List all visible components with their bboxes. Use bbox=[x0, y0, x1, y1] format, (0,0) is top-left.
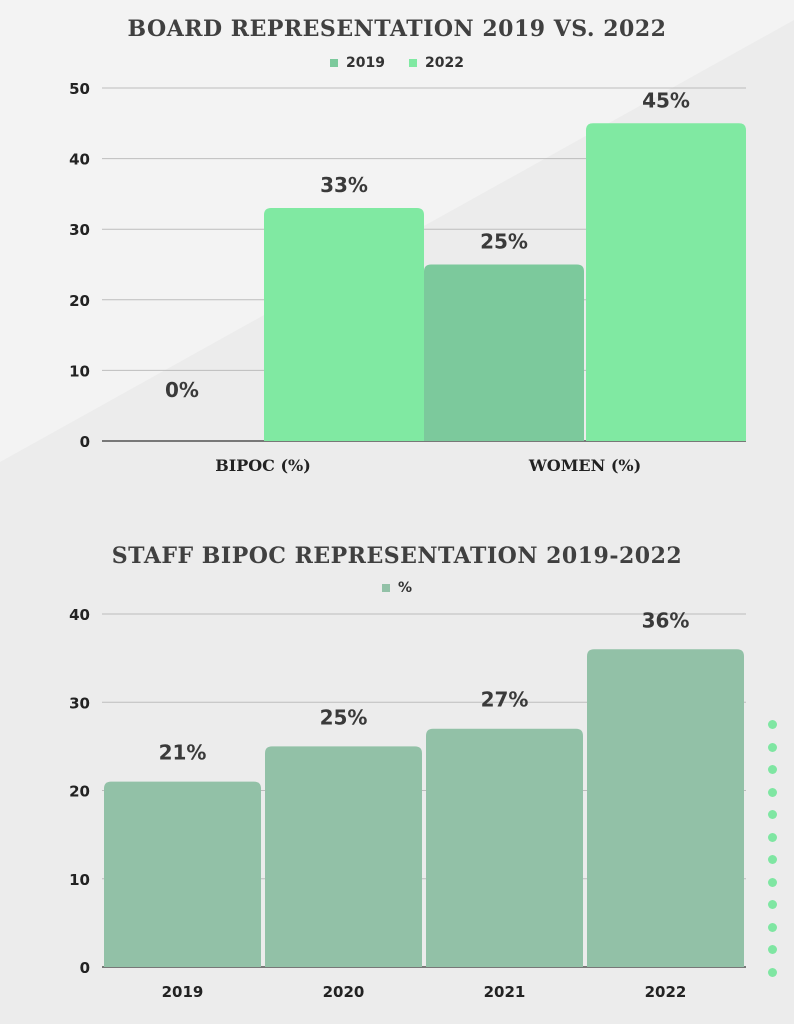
y-tick-label: 20 bbox=[69, 783, 90, 801]
x-category-label: BIPOC (%) bbox=[215, 456, 311, 475]
x-category-label: 2022 bbox=[645, 983, 687, 1001]
decorative-dots bbox=[768, 720, 777, 990]
data-label: 27% bbox=[481, 688, 529, 712]
dot bbox=[768, 810, 777, 819]
dot bbox=[768, 945, 777, 954]
y-tick-label: 10 bbox=[69, 362, 90, 380]
dot bbox=[768, 832, 777, 842]
bar bbox=[587, 649, 744, 967]
legend-label-2022: 2022 bbox=[425, 55, 464, 71]
legend-swatch-percent bbox=[381, 584, 390, 592]
x-category-label: 2021 bbox=[484, 983, 526, 1001]
y-tick-label: 20 bbox=[69, 292, 90, 310]
bar bbox=[586, 123, 746, 442]
y-tick-label: 10 bbox=[69, 871, 90, 889]
x-category-label: 2020 bbox=[323, 983, 365, 1001]
y-tick-label: 40 bbox=[69, 151, 90, 169]
legend-item-2022: 2022 bbox=[409, 55, 464, 71]
board-chart-legend: 2019 2022 bbox=[0, 55, 794, 71]
bar bbox=[104, 781, 261, 967]
dot bbox=[768, 855, 777, 864]
board-chart-title: BOARD REPRESENTATION 2019 VS. 2022 bbox=[127, 16, 667, 42]
legend-label-percent: % bbox=[397, 580, 413, 596]
legend-item-2019: 2019 bbox=[330, 55, 385, 71]
x-category-label: 2019 bbox=[162, 983, 204, 1001]
dot bbox=[768, 787, 777, 797]
data-label: 25% bbox=[320, 705, 368, 729]
x-category-label: WOMEN (%) bbox=[528, 456, 641, 475]
y-tick-label: 0 bbox=[80, 959, 90, 977]
dot bbox=[768, 922, 777, 932]
y-tick-label: 0 bbox=[80, 433, 90, 451]
data-label: 21% bbox=[159, 741, 207, 765]
data-label: 36% bbox=[642, 608, 690, 632]
dot bbox=[768, 967, 777, 977]
y-tick-label: 40 bbox=[69, 606, 90, 624]
data-label: 45% bbox=[642, 88, 690, 112]
legend-item-percent: % bbox=[381, 580, 413, 596]
bar bbox=[264, 208, 424, 441]
y-tick-label: 50 bbox=[69, 80, 90, 98]
legend-label-2019: 2019 bbox=[346, 55, 385, 71]
dot bbox=[768, 900, 777, 909]
dot bbox=[768, 720, 777, 729]
staff-chart-title: STAFF BIPOC REPRESENTATION 2019-2022 bbox=[111, 543, 683, 569]
staff-chart-legend: % bbox=[0, 580, 794, 596]
dot bbox=[768, 877, 777, 887]
data-label: 33% bbox=[320, 173, 368, 197]
dot bbox=[768, 765, 777, 774]
legend-swatch-2019 bbox=[330, 59, 339, 67]
data-label: 0% bbox=[165, 378, 199, 402]
bar bbox=[265, 746, 422, 967]
data-label: 25% bbox=[480, 230, 528, 254]
bar bbox=[424, 264, 584, 441]
y-tick-label: 30 bbox=[69, 694, 90, 712]
dot bbox=[768, 742, 777, 752]
board-representation-chart: 0 10 20 30 40 50 0% 33% BIPOC (%) 25% 45% WOMEN (%) bbox=[69, 80, 746, 475]
legend-swatch-2022 bbox=[409, 59, 417, 67]
y-tick-label: 30 bbox=[69, 221, 90, 239]
bar bbox=[426, 728, 583, 967]
